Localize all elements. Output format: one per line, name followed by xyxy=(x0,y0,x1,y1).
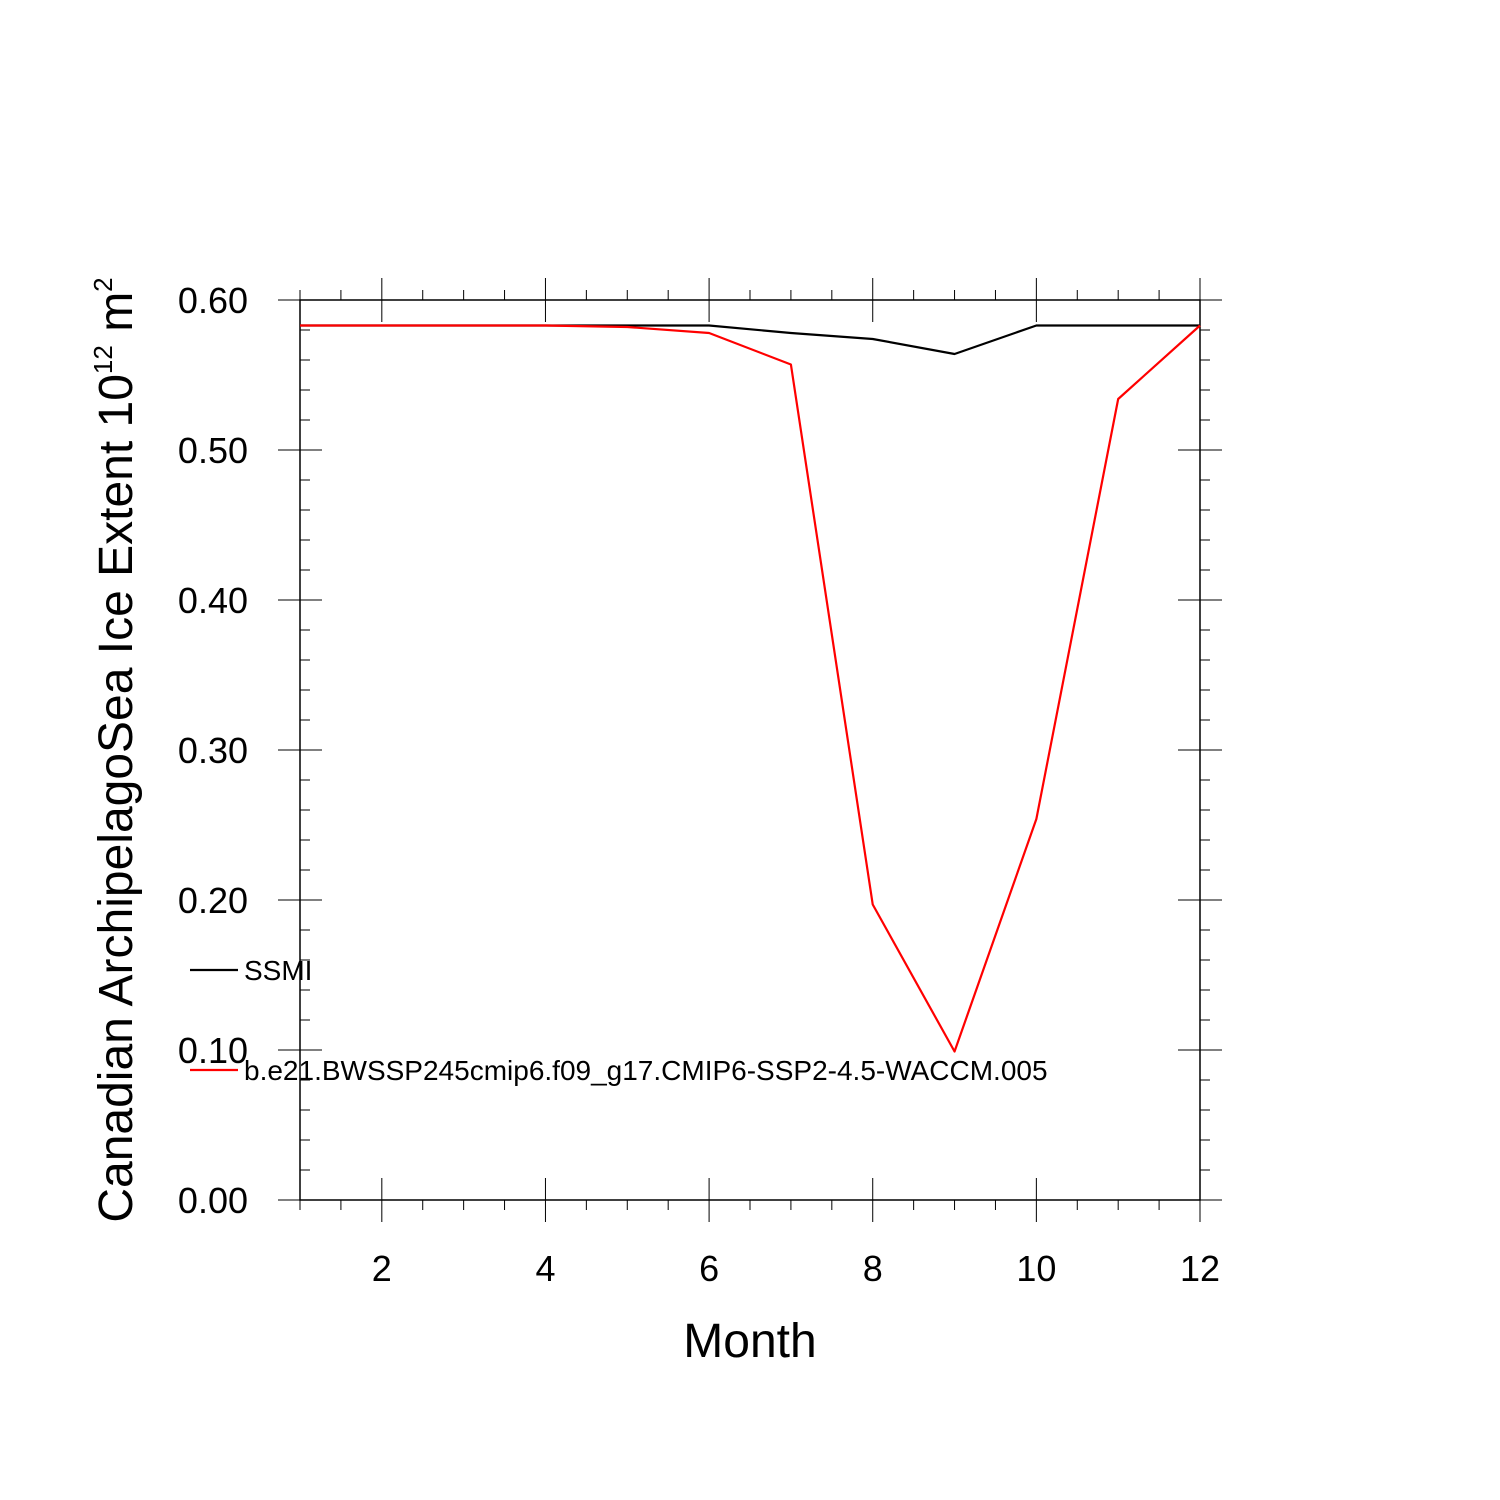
y-axis-title-prefix: Canadian ArchipelagoSea Ice Extent 10 xyxy=(90,374,143,1223)
legend: SSMI b.e21.BWSSP245cmip6.f09_g17.CMIP6-SS… xyxy=(190,955,1048,1086)
x-tick-label: 10 xyxy=(1016,1248,1056,1289)
x-axis-title: Month xyxy=(683,1315,816,1368)
plot-frame xyxy=(299,299,1201,1201)
legend-label: b.e21.BWSSP245cmip6.f09_g17.CMIP6-SSP2-4… xyxy=(244,1055,1048,1086)
x-tick-label: 2 xyxy=(372,1248,392,1289)
y-tick-label: 0.40 xyxy=(178,580,248,621)
y-tick-label: 0.50 xyxy=(178,430,248,471)
series-line-2 xyxy=(300,324,1201,1053)
tick-labels: 2 4 6 8 10 12 0.00 0.10 0.20 0.30 0.40 0.50 0.60 xyxy=(178,280,1220,1289)
x-tick-label: 6 xyxy=(699,1248,719,1289)
series-group xyxy=(300,324,1201,1053)
x-tick-label: 4 xyxy=(535,1248,555,1289)
y-tick-label: 0.60 xyxy=(178,280,248,321)
x-tick-label: 12 xyxy=(1180,1248,1220,1289)
y-tick-label: 0.00 xyxy=(178,1180,248,1221)
y-tick-label: 0.20 xyxy=(178,880,248,921)
y-axis-title-exponent: 12 xyxy=(88,345,118,374)
y-axis-title: Canadian ArchipelagoSea Ice Extent 1012 … xyxy=(88,277,143,1222)
y-tick-label: 0.30 xyxy=(178,730,248,771)
y-tick-label: 0.10 xyxy=(178,1030,248,1071)
y-axis-title-unit-exponent: 2 xyxy=(88,277,118,291)
y-axis-title-unit: m xyxy=(90,292,143,345)
legend-label: SSMI xyxy=(244,955,312,986)
x-tick-label: 8 xyxy=(863,1248,883,1289)
